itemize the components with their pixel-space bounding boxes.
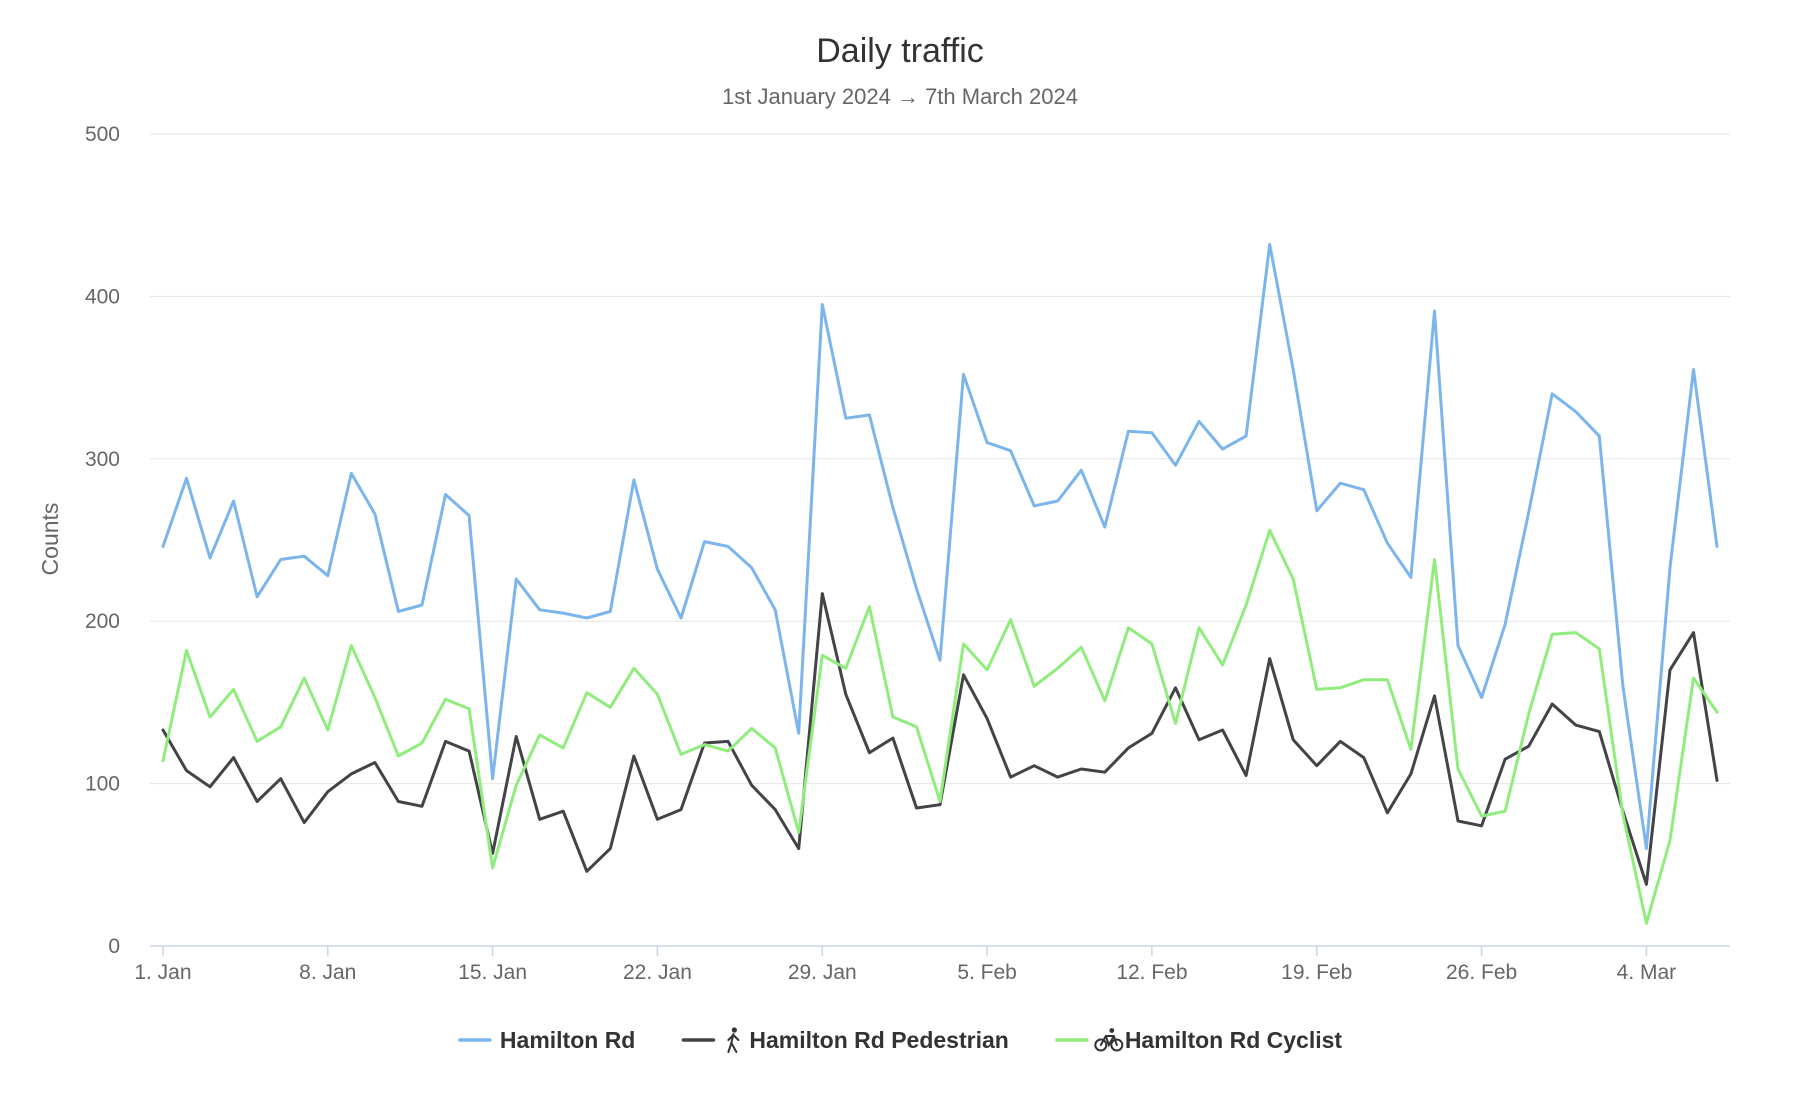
x-tick-label: 4. Mar [1617, 961, 1677, 984]
legend-label: Hamilton Rd [500, 1027, 635, 1053]
series-line-1[interactable] [161, 242, 1719, 851]
series-line-2[interactable] [161, 592, 1719, 886]
legend-item-1[interactable]: Hamilton Rd [458, 1027, 635, 1053]
x-tick-label: 26. Feb [1446, 961, 1517, 984]
legend[interactable]: Hamilton Rd Hamilton Rd Pedestrian Hamilto… [458, 1027, 1343, 1053]
pedestrian-icon [727, 1027, 740, 1053]
legend-item-2[interactable]: Hamilton Rd Pedestrian [681, 1027, 1009, 1053]
x-tick-label: 12. Feb [1116, 961, 1187, 984]
grid-lines [150, 133, 1730, 785]
legend-label: Hamilton Rd Cyclist [1125, 1027, 1343, 1053]
y-axis-title: Counts [37, 503, 63, 576]
y-tick-label: 0 [108, 935, 120, 958]
y-tick-label: 500 [85, 123, 120, 146]
x-tick-label: 22. Jan [623, 961, 692, 984]
x-tick-label: 5. Feb [957, 961, 1017, 984]
chart-subtitle: 1st January 2024 → 7th March 2024 [722, 84, 1078, 109]
x-tick-label: 19. Feb [1281, 961, 1352, 984]
x-tick-label: 15. Jan [458, 961, 527, 984]
legend-label: Hamilton Rd Pedestrian [749, 1027, 1008, 1053]
legend-item-3[interactable]: Hamilton Rd Cyclist [1055, 1027, 1343, 1053]
series-lines [161, 242, 1719, 925]
chart-title: Daily traffic [816, 32, 984, 70]
y-tick-label: 400 [85, 285, 120, 308]
y-tick-label: 200 [85, 610, 120, 633]
x-axis: 1. Jan 8. Jan 15. Jan 22. Jan 29. Jan 5. Feb 1… [134, 945, 1730, 984]
series-line-3[interactable] [161, 528, 1719, 925]
y-tick-label: 300 [85, 448, 120, 471]
x-tick-label: 1. Jan [134, 961, 191, 984]
y-axis-ticks: 0 100 200 300 400 500 [85, 123, 120, 958]
x-tick-label: 8. Jan [299, 961, 356, 984]
x-tick-label: 29. Jan [788, 961, 857, 984]
y-tick-label: 100 [85, 773, 120, 796]
bicycle-icon [1094, 1028, 1124, 1052]
